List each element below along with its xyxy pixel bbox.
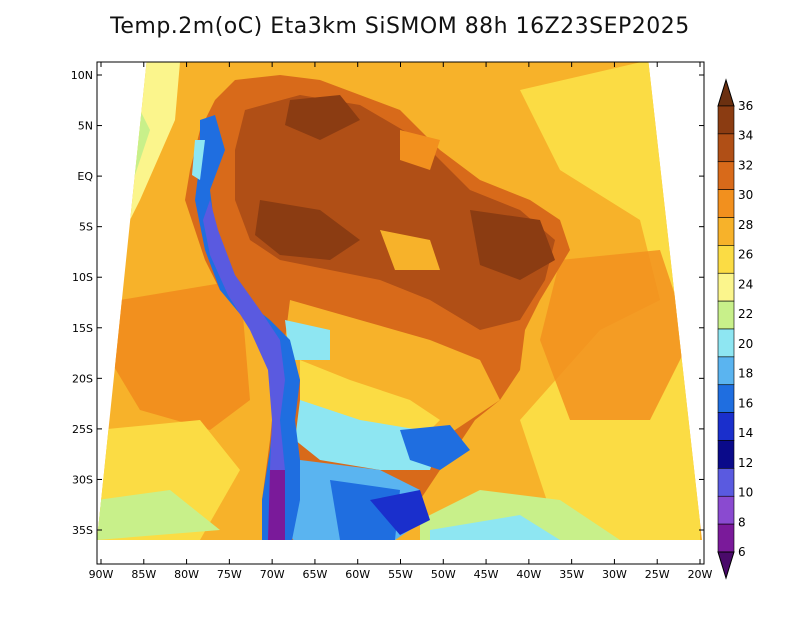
x-tick-label: 75W bbox=[217, 568, 242, 581]
colorbar-swatch bbox=[717, 440, 735, 469]
argentina-colder bbox=[330, 480, 400, 540]
y-tick-label: 30S bbox=[72, 473, 93, 486]
x-tick-label: 70W bbox=[260, 568, 285, 581]
central-warm-zone bbox=[285, 300, 500, 440]
y-axis: 10N 5N EQ 5S 10S 15S 20S 25S 30S 35S bbox=[71, 69, 704, 537]
colorbar-swatch bbox=[717, 384, 735, 413]
colorbar-swatch bbox=[717, 300, 735, 330]
atlantic-warm-patch bbox=[540, 250, 690, 420]
x-tick-label: 80W bbox=[174, 568, 199, 581]
x-tick-label: 20W bbox=[688, 568, 713, 581]
colorbar-label: 8 bbox=[738, 515, 746, 529]
x-tick-label: 35W bbox=[559, 568, 584, 581]
amazon-hottest-a bbox=[255, 200, 360, 260]
colorbar-label: 26 bbox=[738, 248, 753, 262]
y-tick-label: 5N bbox=[78, 120, 93, 133]
x-tick-label: 40W bbox=[516, 568, 541, 581]
y-tick-label: 35S bbox=[72, 524, 93, 537]
northern-andes-cool bbox=[192, 140, 205, 180]
central-cooler-patch bbox=[380, 230, 440, 270]
colorbar-label: 10 bbox=[738, 486, 753, 500]
colorbar-label: 18 bbox=[738, 367, 753, 381]
colorbar-swatch bbox=[717, 161, 735, 190]
colorbar-label: 16 bbox=[738, 396, 753, 410]
colorbar-label: 20 bbox=[738, 337, 753, 351]
amazon-cooler-patch bbox=[400, 130, 440, 170]
andes-very-cold bbox=[203, 200, 285, 540]
uruguay-cold bbox=[370, 490, 430, 535]
colorbar-swatch bbox=[717, 245, 735, 274]
colorbar-label: 22 bbox=[738, 307, 753, 321]
guiana-hottest bbox=[285, 95, 360, 140]
south-atlantic-blue bbox=[430, 515, 560, 540]
colorbar-swatch bbox=[717, 495, 735, 525]
y-tick-label: 10N bbox=[71, 69, 93, 82]
x-tick-label: 65W bbox=[302, 568, 327, 581]
x-tick-label: 50W bbox=[431, 568, 456, 581]
colorbar-label: 14 bbox=[738, 426, 753, 440]
colorbar-swatch bbox=[717, 133, 735, 163]
y-tick-label: 20S bbox=[72, 372, 93, 385]
y-tick-label: 5S bbox=[79, 221, 93, 234]
x-tick-label: 85W bbox=[131, 568, 156, 581]
colorbar-label: 24 bbox=[738, 277, 753, 291]
colorbar-swatch bbox=[717, 356, 735, 386]
colorbar-label: 28 bbox=[738, 218, 753, 232]
colorbar-swatch bbox=[717, 105, 735, 135]
x-tick-label: 45W bbox=[474, 568, 499, 581]
y-tick-label: EQ bbox=[77, 170, 93, 183]
northeast-hottest bbox=[470, 210, 555, 280]
colorbar-label: 34 bbox=[738, 129, 753, 143]
x-tick-label: 90W bbox=[89, 568, 114, 581]
y-tick-label: 15S bbox=[72, 322, 93, 335]
pampas-cool bbox=[295, 400, 440, 470]
map-title: Temp.2m(oC) Eta3km SiSMOM 88h 16Z23SEP20… bbox=[110, 14, 690, 39]
colorbar-swatch bbox=[717, 189, 735, 218]
colorbar-bottom-triangle bbox=[717, 551, 735, 580]
colorbar-label: 12 bbox=[738, 456, 753, 470]
colorbar-label: 30 bbox=[738, 188, 753, 202]
colorbar-swatch bbox=[717, 412, 735, 441]
x-tick-label: 55W bbox=[388, 568, 413, 581]
colorbar-swatch bbox=[717, 272, 735, 302]
altiplano-cool bbox=[285, 320, 330, 360]
x-tick-label: 30W bbox=[602, 568, 627, 581]
colorbar-label: 32 bbox=[738, 158, 753, 172]
x-axis: 90W 85W 80W 75W 70W 65W 60W 55W 50W 45W 40W 35W 30W 2… bbox=[89, 62, 713, 581]
x-tick-label: 60W bbox=[345, 568, 370, 581]
colorbar-top-triangle bbox=[717, 78, 735, 107]
colorbar-swatch bbox=[717, 328, 735, 358]
colorbar-label: 36 bbox=[738, 99, 753, 113]
atlantic-yellow-band bbox=[520, 62, 700, 540]
south-brazil-cool bbox=[400, 425, 470, 470]
colorbar-swatch bbox=[717, 217, 735, 246]
y-tick-label: 25S bbox=[72, 423, 93, 436]
x-tick-label: 25W bbox=[645, 568, 670, 581]
colorbar: 36 34 32 30 28 26 24 22 20 18 16 14 12 10 8 6 bbox=[717, 78, 753, 580]
y-tick-label: 10S bbox=[72, 271, 93, 284]
map-field bbox=[97, 62, 704, 564]
pacific-warm-patch bbox=[110, 280, 250, 430]
pacific-south-green bbox=[97, 490, 220, 540]
andes-coldest bbox=[268, 470, 285, 540]
colorbar-label: 6 bbox=[738, 545, 746, 559]
amazon-hot-zone bbox=[235, 95, 555, 330]
colorbar-swatch bbox=[717, 523, 735, 553]
colorbar-swatch bbox=[717, 468, 735, 497]
